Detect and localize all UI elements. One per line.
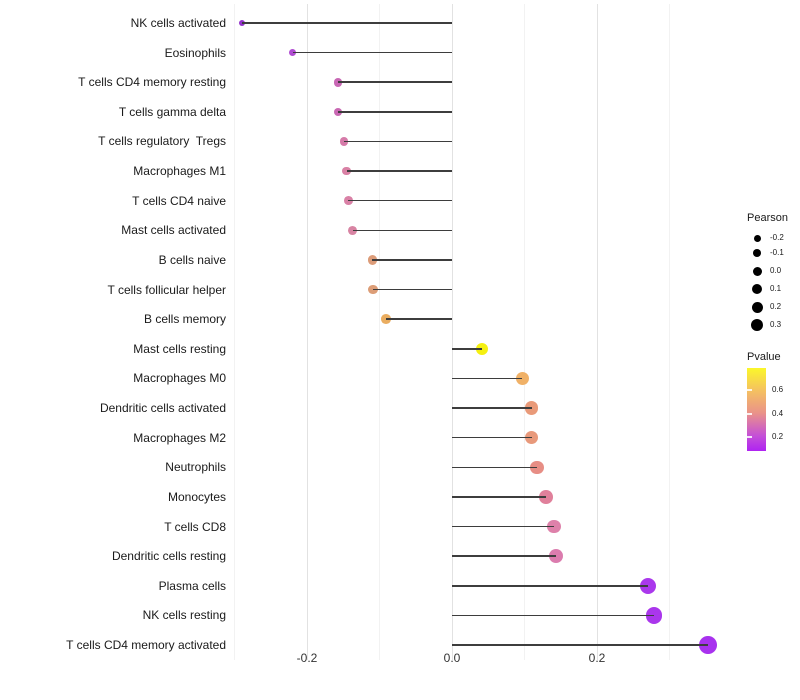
lollipop-segment xyxy=(346,170,452,172)
lollipop-segment xyxy=(452,585,648,587)
pearson-legend-label: -0.1 xyxy=(770,248,784,257)
lollipop-point xyxy=(547,519,562,534)
lollipop-segment xyxy=(452,496,547,498)
lollipop-segment xyxy=(452,555,556,557)
y-axis-label: Neutrophils xyxy=(165,460,226,475)
lollipop-point xyxy=(339,137,349,146)
x-axis-tick-label: 0.0 xyxy=(443,651,461,665)
lollipop-point xyxy=(348,225,358,235)
y-axis-label: B cells naive xyxy=(158,252,226,267)
lollipop-segment xyxy=(352,229,452,232)
y-axis-label: NK cells activated xyxy=(130,16,226,30)
lollipop-segment xyxy=(452,407,532,409)
pvalue-colorbar-tick xyxy=(747,413,752,415)
gridline-minor xyxy=(234,4,235,660)
y-axis-label: Eosinophils xyxy=(164,45,226,60)
pearson-legend-dot xyxy=(753,249,761,257)
y-axis-label: T cells gamma delta xyxy=(118,104,226,119)
y-axis-label: Monocytes xyxy=(167,489,226,504)
lollipop-point xyxy=(333,77,343,87)
lollipop-segment xyxy=(386,318,452,320)
gridline-major xyxy=(451,4,453,660)
pvalue-colorbar xyxy=(747,368,766,451)
lollipop-segment xyxy=(348,199,452,202)
pvalue-colorbar-tick xyxy=(747,389,752,391)
gridline-major xyxy=(596,4,598,660)
y-axis-label: Dendritic cells activated xyxy=(99,401,226,416)
x-axis-tick-label: 0.2 xyxy=(588,651,606,665)
lollipop-point xyxy=(288,48,297,57)
lollipop-point xyxy=(548,549,563,564)
lollipop-point xyxy=(646,607,663,624)
pearson-legend-title: Pearson xyxy=(747,212,788,224)
lollipop-segment xyxy=(343,140,452,143)
y-axis-label: Mast cells activated xyxy=(121,223,226,238)
pvalue-colorbar-label: 0.2 xyxy=(772,432,784,441)
y-axis-label: Mast cells resting xyxy=(133,341,226,356)
pearson-legend-dot xyxy=(752,266,762,276)
lollipop-segment xyxy=(338,81,452,83)
lollipop-point xyxy=(238,19,245,27)
y-axis-label: T cells CD8 xyxy=(164,519,226,534)
y-axis-label: T cells regulatory Tregs xyxy=(98,134,226,149)
gridline-minor xyxy=(379,4,380,660)
pearson-legend-dot xyxy=(752,284,762,294)
gridline-major xyxy=(306,4,308,660)
lollipop-segment xyxy=(452,614,655,617)
pvalue-legend-title: Pvalue xyxy=(747,351,781,363)
lollipop-segment xyxy=(241,22,452,24)
x-axis-tick-label: -0.2 xyxy=(296,651,318,665)
lollipop-segment xyxy=(292,51,452,54)
y-axis-label: Macrophages M2 xyxy=(133,430,226,445)
pearson-legend-dot xyxy=(753,234,761,242)
lollipop-segment xyxy=(452,466,537,469)
pvalue-colorbar-tick xyxy=(747,436,752,438)
pearson-legend-label: 0.2 xyxy=(770,302,782,311)
pvalue-colorbar-label: 0.6 xyxy=(772,385,784,394)
y-axis-label: Macrophages M1 xyxy=(133,164,226,179)
gridline-minor xyxy=(669,4,670,660)
y-axis-label: B cells memory xyxy=(143,312,226,327)
pearson-legend-dot xyxy=(751,301,763,313)
lollipop-point xyxy=(530,460,544,475)
y-axis-label: NK cells resting xyxy=(142,608,226,623)
lollipop-segment xyxy=(452,348,482,350)
lollipop-segment xyxy=(452,644,708,646)
lollipop-segment xyxy=(338,111,452,113)
lollipop-segment xyxy=(452,525,555,528)
pvalue-colorbar-label: 0.4 xyxy=(772,409,784,418)
pearson-legend-label: 0.1 xyxy=(770,284,782,293)
lollipop-point xyxy=(342,166,352,176)
lollipop-segment xyxy=(372,288,452,291)
y-axis-label: Plasma cells xyxy=(158,578,226,593)
lollipop-segment xyxy=(452,377,523,380)
lollipop-point xyxy=(699,636,717,654)
y-axis-label: Dendritic cells resting xyxy=(111,549,226,564)
y-axis-label: T cells CD4 memory activated xyxy=(66,638,226,652)
gridline-minor xyxy=(524,4,525,660)
lollipop-point xyxy=(333,107,343,117)
y-axis-label: T cells follicular helper xyxy=(107,282,227,297)
pearson-legend-label: 0.0 xyxy=(770,266,782,275)
pearson-legend-dot xyxy=(751,319,763,331)
y-axis-label: Macrophages M0 xyxy=(133,371,226,386)
lollipop-point xyxy=(367,255,377,265)
pearson-legend-label: 0.3 xyxy=(770,320,782,329)
lollipop-point xyxy=(515,371,529,385)
pearson-legend-label: -0.2 xyxy=(770,233,784,242)
lollipop-segment xyxy=(372,259,452,261)
y-axis-label: T cells CD4 naive xyxy=(132,193,226,208)
y-axis-label: T cells CD4 memory resting xyxy=(78,75,226,90)
lollipop-segment xyxy=(452,436,532,439)
